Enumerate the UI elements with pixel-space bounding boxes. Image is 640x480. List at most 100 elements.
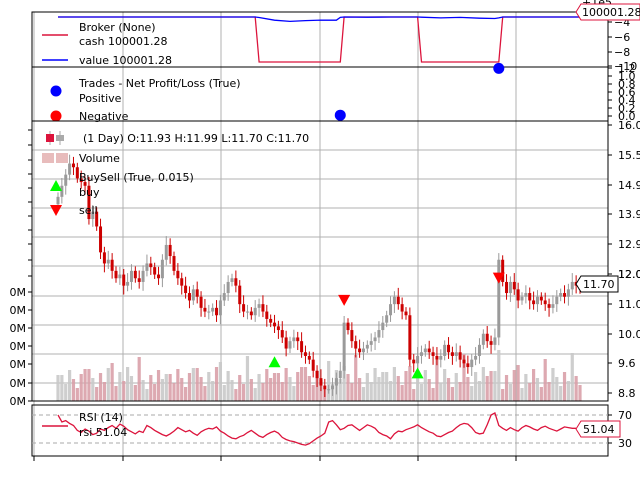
candle-body bbox=[512, 281, 516, 290]
candle-body bbox=[350, 330, 354, 342]
volume-bar bbox=[257, 374, 261, 401]
candle-body bbox=[284, 337, 288, 349]
candle-body bbox=[327, 389, 331, 391]
volume-bar bbox=[454, 373, 458, 401]
candle-body bbox=[149, 263, 153, 268]
positive-marker-icon bbox=[50, 85, 62, 97]
volume-bar bbox=[485, 376, 489, 401]
candle-body bbox=[427, 348, 431, 353]
candle-body bbox=[566, 289, 570, 297]
candle-body bbox=[477, 344, 481, 356]
candle-body bbox=[319, 378, 323, 386]
price-tick-label: 10.0 bbox=[618, 328, 640, 341]
volume-bar bbox=[477, 381, 482, 401]
candle-body bbox=[176, 270, 180, 279]
candle-body bbox=[385, 315, 389, 323]
volume-bar bbox=[126, 367, 130, 401]
volume-bar bbox=[160, 379, 164, 401]
candle-body bbox=[195, 289, 199, 297]
volume-tick-label: 0M bbox=[10, 395, 27, 408]
candle-body bbox=[311, 359, 315, 371]
volume-bar bbox=[431, 388, 435, 401]
candle-body bbox=[64, 174, 68, 186]
trade-point bbox=[334, 109, 346, 121]
volume-bar bbox=[234, 389, 238, 401]
volume-bar bbox=[265, 369, 269, 401]
volume-bar bbox=[474, 372, 478, 401]
volume-bar bbox=[381, 372, 385, 401]
buy-sell-signals bbox=[268, 272, 505, 379]
volume-y-ticks: 0M 0M 0M 0M 0M 0M 0M bbox=[10, 129, 32, 408]
volume-bar bbox=[392, 367, 396, 401]
broker-panel: −4−6−8−10 +1e5 100001.28 Broker (None) c… bbox=[31, 0, 640, 73]
candle-body bbox=[110, 259, 114, 271]
candle-body bbox=[365, 344, 369, 349]
volume-bar bbox=[272, 373, 277, 401]
trades-tick-label: 1.2 bbox=[618, 62, 636, 75]
rsi-last-value: 51.04 bbox=[583, 423, 615, 436]
broker-legend: Broker (None) cash 100001.28 value 10000… bbox=[42, 21, 172, 67]
candle-body bbox=[249, 311, 253, 316]
candle-body bbox=[315, 370, 319, 379]
volume-bar bbox=[504, 375, 509, 401]
candle-body bbox=[419, 352, 423, 356]
broker-lines bbox=[58, 16, 580, 63]
volume-tick-label: 0M bbox=[10, 377, 27, 390]
volume-bar bbox=[489, 371, 493, 401]
volume-bar bbox=[122, 381, 126, 401]
broker-tick-label: −6 bbox=[614, 31, 630, 44]
candle-body bbox=[450, 352, 454, 356]
volume-bar bbox=[211, 381, 215, 401]
volume-bar bbox=[238, 375, 242, 401]
volume-bar bbox=[385, 372, 389, 401]
candle-body bbox=[570, 281, 574, 290]
price-tick-label: 14.9 bbox=[618, 179, 640, 192]
candle-body bbox=[245, 311, 249, 313]
candle-body bbox=[474, 355, 478, 360]
volume-bar bbox=[361, 387, 366, 401]
candle-body bbox=[168, 244, 172, 257]
buy-signal-marker bbox=[268, 356, 281, 368]
candle-body bbox=[559, 293, 563, 297]
volume-bar bbox=[164, 374, 168, 401]
volume-bar bbox=[416, 375, 420, 401]
price-legend: (1 Day) O:11.93 H:11.99 L:11.70 C:11.70 … bbox=[42, 131, 309, 217]
candle-body bbox=[485, 333, 489, 342]
trades-legend-negative: Negative bbox=[79, 110, 129, 123]
volume-bar bbox=[284, 368, 288, 401]
volume-bar bbox=[180, 378, 184, 401]
volume-bar bbox=[207, 372, 211, 401]
volume-bar bbox=[110, 363, 114, 401]
volume-bar bbox=[149, 375, 153, 401]
candle-body bbox=[160, 259, 164, 279]
volume-bar bbox=[512, 370, 516, 401]
candle-body bbox=[470, 359, 474, 368]
candle-body bbox=[230, 278, 234, 282]
rsi-legend: RSI (14) rsi 51.04 bbox=[42, 411, 127, 439]
volume-bar bbox=[528, 383, 532, 401]
volume-bar bbox=[98, 373, 103, 401]
candle-body bbox=[222, 293, 226, 301]
candle-body bbox=[423, 348, 427, 353]
candle-body bbox=[75, 167, 79, 179]
volume-bar bbox=[71, 379, 76, 401]
candle-body bbox=[543, 300, 547, 305]
volume-bar bbox=[141, 380, 145, 401]
volume-bar bbox=[423, 370, 427, 401]
volume-bar bbox=[195, 368, 199, 401]
volume-bar bbox=[458, 382, 462, 401]
volume-tick-label: 0M bbox=[10, 358, 27, 371]
candle-body bbox=[153, 267, 157, 275]
volume-bar bbox=[276, 373, 280, 401]
candle-body bbox=[106, 259, 110, 264]
candle-body bbox=[447, 344, 451, 353]
volume-bar bbox=[75, 388, 79, 401]
volume-bar bbox=[91, 378, 95, 401]
volume-bar bbox=[64, 384, 68, 401]
buy-triangle-icon bbox=[50, 180, 62, 191]
volume-bar bbox=[543, 359, 547, 401]
broker-legend-title: Broker (None) bbox=[79, 21, 156, 34]
candle-body bbox=[392, 296, 396, 305]
volume-bar bbox=[226, 371, 230, 401]
